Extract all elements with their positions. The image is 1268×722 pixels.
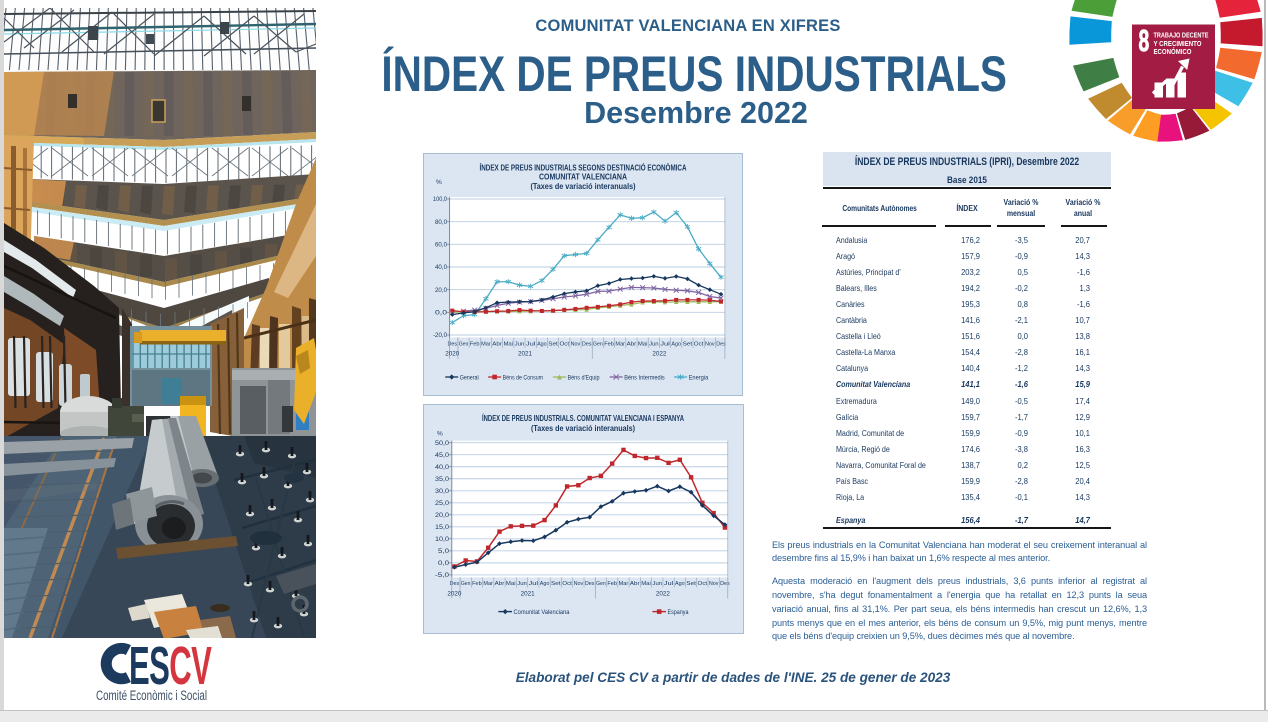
svg-text:Des: Des bbox=[582, 341, 592, 347]
svg-text:50,0: 50,0 bbox=[435, 440, 450, 447]
svg-text:Y CRECIMIENTO: Y CRECIMIENTO bbox=[1154, 39, 1202, 48]
svg-text:(Taxes de variació interanuals: (Taxes de variació interanuals) bbox=[531, 182, 636, 191]
svg-text:ÍNDEX DE PREUS INDUSTRIALS. CO: ÍNDEX DE PREUS INDUSTRIALS. COMUNITAT VA… bbox=[482, 413, 684, 423]
svg-text:Set: Set bbox=[548, 341, 558, 347]
svg-text:Jul: Jul bbox=[529, 581, 539, 587]
svg-text:Jun: Jun bbox=[517, 581, 527, 587]
svg-text:2021: 2021 bbox=[518, 351, 533, 358]
svg-text:Nov: Nov bbox=[571, 341, 581, 347]
svg-text:Des: Des bbox=[716, 341, 726, 347]
svg-text:0,0: 0,0 bbox=[438, 560, 450, 567]
svg-text:Gen: Gen bbox=[459, 341, 469, 347]
svg-text:Ago: Ago bbox=[675, 581, 685, 587]
svg-text:Des: Des bbox=[585, 581, 595, 587]
svg-text:35,0: 35,0 bbox=[435, 476, 450, 483]
svg-text:Nov: Nov bbox=[705, 341, 715, 347]
svg-text:ECONÓMICO: ECONÓMICO bbox=[1154, 47, 1192, 56]
svg-text:Nov: Nov bbox=[709, 581, 719, 587]
svg-text:Feb: Feb bbox=[470, 341, 480, 347]
svg-text:8: 8 bbox=[1139, 25, 1150, 59]
svg-text:Mai: Mai bbox=[503, 341, 513, 347]
svg-text:Gen: Gen bbox=[596, 581, 606, 587]
svg-text:Béns de Consum: Béns de Consum bbox=[503, 374, 544, 381]
svg-text:Gen: Gen bbox=[461, 581, 471, 587]
svg-text:Mai: Mai bbox=[506, 581, 516, 587]
svg-text:Jul: Jul bbox=[660, 341, 670, 347]
svg-text:Energia: Energia bbox=[689, 374, 709, 381]
svg-text:Ago: Ago bbox=[537, 341, 547, 347]
svg-text:Jun: Jun bbox=[649, 341, 659, 347]
svg-text:-20,0: -20,0 bbox=[433, 332, 447, 339]
svg-text:Oct: Oct bbox=[694, 341, 704, 347]
svg-text:Feb: Feb bbox=[472, 581, 482, 587]
svg-text:2020: 2020 bbox=[445, 351, 460, 358]
svg-text:Abr: Abr bbox=[495, 581, 505, 587]
svg-text:40,0: 40,0 bbox=[435, 464, 450, 471]
svg-text:Gen: Gen bbox=[593, 341, 603, 347]
svg-text:Mar: Mar bbox=[483, 581, 493, 587]
svg-text:General: General bbox=[460, 374, 479, 381]
svg-text:25,0: 25,0 bbox=[435, 500, 450, 507]
svg-text:Oct: Oct bbox=[559, 341, 569, 347]
svg-text:Mar: Mar bbox=[619, 581, 629, 587]
svg-text:Béns d'Equip: Béns d'Equip bbox=[568, 374, 600, 381]
svg-text:Des: Des bbox=[720, 581, 730, 587]
svg-text:(Taxes de variació interanuals: (Taxes de variació interanuals) bbox=[531, 424, 635, 433]
svg-text:40,0: 40,0 bbox=[435, 264, 447, 271]
svg-text:Jul: Jul bbox=[526, 341, 536, 347]
svg-text:Ago: Ago bbox=[540, 581, 550, 587]
svg-text:Comité Econòmic i Social: Comité Econòmic i Social bbox=[96, 687, 207, 703]
svg-text:Set: Set bbox=[683, 341, 693, 347]
svg-text:Set: Set bbox=[551, 581, 561, 587]
svg-text:Mar: Mar bbox=[615, 341, 625, 347]
svg-text:Comunitat Valenciana: Comunitat Valenciana bbox=[514, 609, 570, 616]
svg-text:ESCV: ESCV bbox=[129, 641, 212, 696]
svg-text:Oct: Oct bbox=[698, 581, 708, 587]
svg-text:Béns Intermedis: Béns Intermedis bbox=[624, 374, 665, 381]
svg-text:45,0: 45,0 bbox=[435, 452, 450, 459]
svg-text:Abr: Abr bbox=[627, 341, 637, 347]
svg-text:Espanya: Espanya bbox=[668, 609, 689, 616]
svg-text:2022: 2022 bbox=[656, 591, 671, 598]
svg-text:Mai: Mai bbox=[638, 341, 648, 347]
svg-text:TRABAJO DECENTE: TRABAJO DECENTE bbox=[1154, 31, 1209, 40]
svg-text:Feb: Feb bbox=[607, 581, 617, 587]
svg-text:Feb: Feb bbox=[604, 341, 614, 347]
svg-text:2022: 2022 bbox=[652, 351, 667, 358]
svg-text:10,0: 10,0 bbox=[435, 536, 450, 543]
svg-text:Oct: Oct bbox=[562, 581, 572, 587]
svg-text:-5,0: -5,0 bbox=[435, 572, 450, 579]
svg-text:Jun: Jun bbox=[515, 341, 525, 347]
svg-text:Mai: Mai bbox=[641, 581, 651, 587]
svg-text:30,0: 30,0 bbox=[435, 488, 450, 495]
svg-text:80,0: 80,0 bbox=[435, 219, 447, 226]
svg-text:Set: Set bbox=[686, 581, 696, 587]
svg-text:%: % bbox=[436, 179, 442, 186]
svg-text:Mar: Mar bbox=[481, 341, 491, 347]
svg-text:%: % bbox=[437, 431, 443, 438]
svg-text:Nov: Nov bbox=[574, 581, 584, 587]
svg-text:Jul: Jul bbox=[664, 581, 674, 587]
svg-text:60,0: 60,0 bbox=[435, 242, 447, 249]
svg-text:20,0: 20,0 bbox=[435, 287, 447, 294]
svg-text:COMUNITAT VALENCIANA: COMUNITAT VALENCIANA bbox=[539, 173, 627, 182]
svg-text:Ago: Ago bbox=[671, 341, 681, 347]
svg-text:Des: Des bbox=[448, 341, 458, 347]
svg-text:100,0: 100,0 bbox=[433, 196, 447, 203]
svg-text:Des: Des bbox=[450, 581, 460, 587]
svg-text:Abr: Abr bbox=[492, 341, 502, 347]
svg-text:0,0: 0,0 bbox=[435, 310, 448, 317]
svg-text:Abr: Abr bbox=[630, 581, 640, 587]
svg-text:15,0: 15,0 bbox=[435, 524, 450, 531]
svg-text:5,0: 5,0 bbox=[438, 548, 450, 555]
svg-text:ÍNDEX DE PREUS INDUSTRIALS SEG: ÍNDEX DE PREUS INDUSTRIALS SEGONS DESTIN… bbox=[480, 162, 687, 173]
svg-text:Jun: Jun bbox=[652, 581, 662, 587]
svg-text:2020: 2020 bbox=[447, 591, 462, 598]
svg-text:20,0: 20,0 bbox=[435, 512, 450, 519]
svg-text:2021: 2021 bbox=[521, 591, 536, 598]
